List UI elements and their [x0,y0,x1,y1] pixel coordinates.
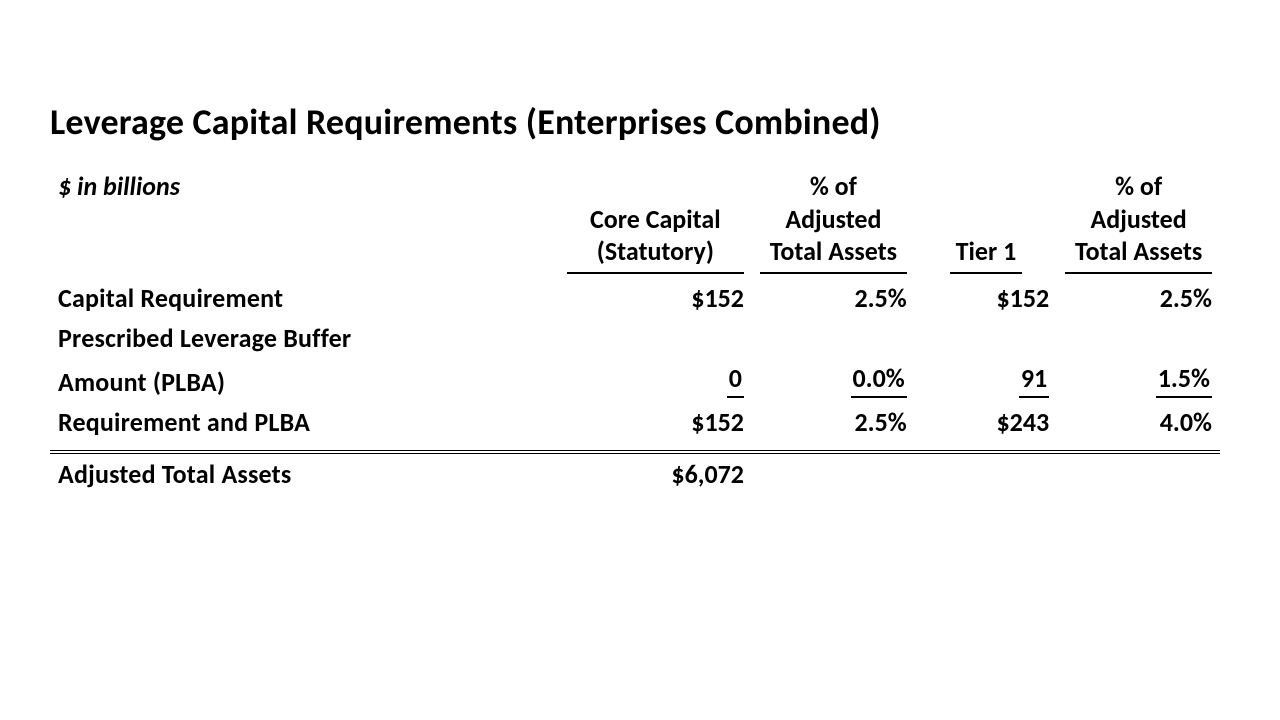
cell-plba-pct2: 1.5% [1057,358,1220,402]
leverage-table: $ in billions Core Capital (Statutory) %… [50,166,1220,494]
row-plba-line2: Amount (PLBA) 0 0.0% 91 1.5% [50,358,1220,402]
cell-plba-pct1: 0.0% [752,358,915,402]
units-subtitle: $ in billions [58,170,180,202]
page-title: Leverage Capital Requirements (Enterpris… [50,100,1220,144]
row-req-and-plba: Requirement and PLBA $152 2.5% $243 4.0% [50,402,1220,442]
label-plba-line2: Amount (PLBA) [50,358,559,402]
col-header-pct-1: % of Adjusted Total Assets [752,166,915,278]
label-ata: Adjusted Total Assets [50,452,559,494]
col-header-tier1: Tier 1 [915,166,1057,278]
col-header-pct-2: % of Adjusted Total Assets [1057,166,1220,278]
row-plba-line1: Prescribed Leverage Buffer [50,318,1220,358]
col-header-core-capital: Core Capital (Statutory) [559,166,752,278]
cell-capreq-tier1: $152 [915,278,1057,318]
table-header-row: $ in billions Core Capital (Statutory) %… [50,166,1220,278]
cell-plba-core: 0 [559,358,752,402]
row-capital-requirement: Capital Requirement $152 2.5% $152 2.5% [50,278,1220,318]
cell-capreq-pct1: 2.5% [752,278,915,318]
cell-reqplba-tier1: $243 [915,402,1057,442]
cell-reqplba-core: $152 [559,402,752,442]
cell-plba-tier1: 91 [915,358,1057,402]
label-req-and-plba: Requirement and PLBA [50,402,559,442]
cell-capreq-core: $152 [559,278,752,318]
label-capital-requirement: Capital Requirement [50,278,559,318]
cell-capreq-pct2: 2.5% [1057,278,1220,318]
cell-ata-core: $6,072 [559,452,752,494]
cell-reqplba-pct2: 4.0% [1057,402,1220,442]
label-plba-line1: Prescribed Leverage Buffer [50,318,559,358]
cell-reqplba-pct1: 2.5% [752,402,915,442]
double-rule [50,442,1220,452]
row-adjusted-total-assets: Adjusted Total Assets $6,072 [50,452,1220,494]
